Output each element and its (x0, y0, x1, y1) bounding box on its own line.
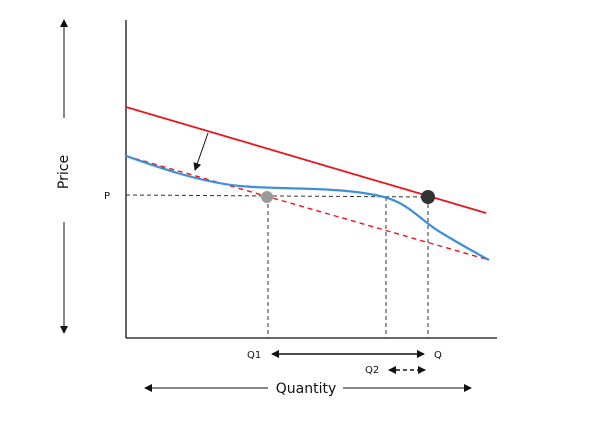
annotation-arrow (193, 132, 209, 171)
blue-curve (125, 154, 490, 261)
price-axis-label: Price (56, 155, 72, 189)
red-dashed-line (125, 155, 490, 261)
dark-point (421, 190, 435, 204)
gray-point (261, 191, 273, 203)
q2-label: Q2 (365, 365, 379, 376)
price-guide-line (125, 194, 429, 198)
quantity-axis-label: Quantity (276, 381, 337, 397)
q1-label: Q1 (247, 350, 261, 361)
q-label: Q (434, 350, 442, 361)
price-level-label: P (104, 191, 110, 202)
